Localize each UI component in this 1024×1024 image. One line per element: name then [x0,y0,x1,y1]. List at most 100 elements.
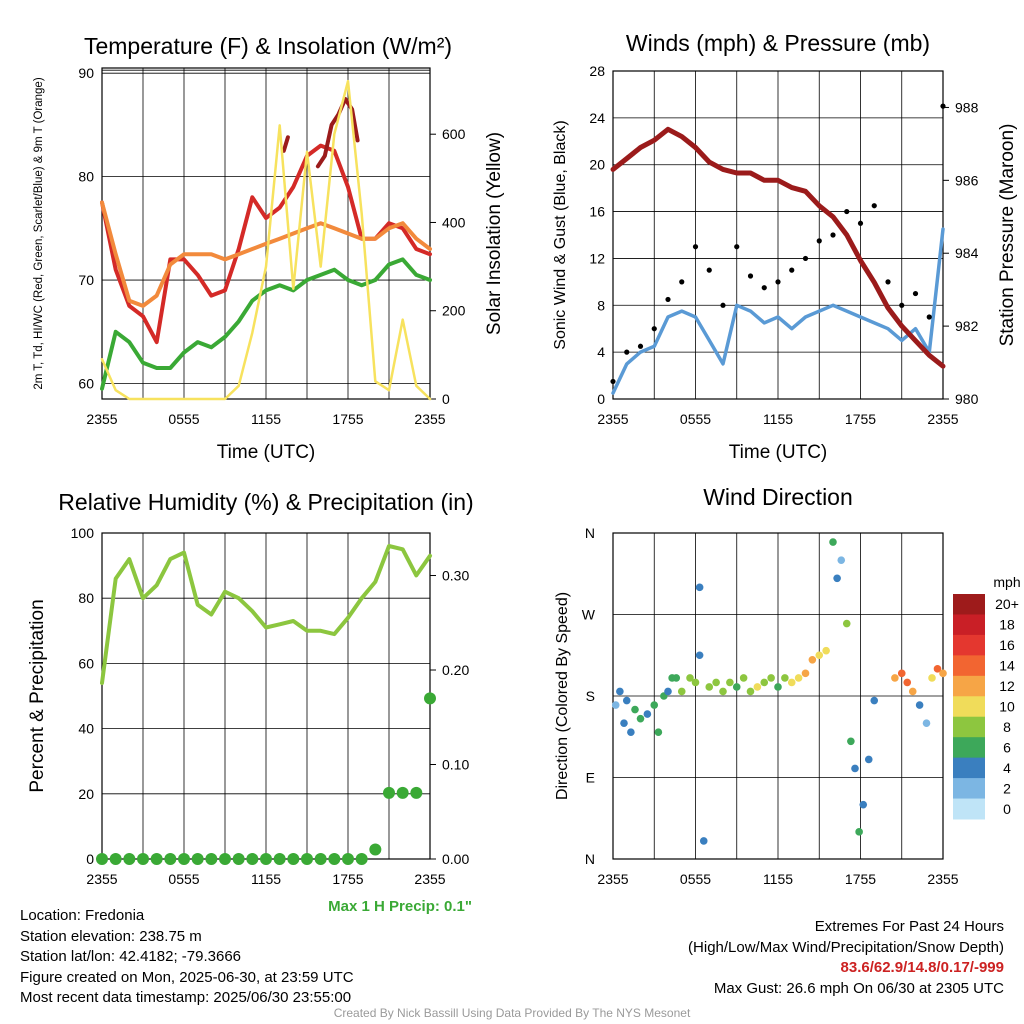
chart-title-winds: Winds (mph) & Pressure (mb) [626,30,930,56]
colorbar-label: 20+ [995,596,1019,612]
y-tick-label: 80 [78,590,94,606]
precip-point [424,692,436,705]
x-tick-label: 2355 [414,411,445,427]
y2-tick-label: 0.30 [442,568,469,584]
y2-tick-label: 0 [442,391,450,407]
y2-axis-label: Station Pressure (Maroon) [997,124,1018,347]
x-tick-label: 2355 [86,871,117,887]
direction-point [781,674,789,682]
direction-point [833,574,841,583]
direction-point [695,651,704,660]
direction-point [855,828,863,836]
direction-point [864,755,873,764]
colorbar-swatch [953,634,985,656]
x-tick-label: 2355 [927,411,958,427]
gust-point [871,203,877,209]
direction-point [712,678,720,687]
extremes-title: Extremes For Past 24 Hours [814,918,1004,935]
y-tick-label: 0 [86,851,94,867]
y-tick-label: 4 [597,344,605,360]
precip-point [396,786,409,799]
precip-point [314,853,327,865]
direction-point [801,669,810,678]
y2-axis-label: Solar Insolation (Yellow) [484,132,505,335]
precip-point [137,853,149,865]
y-axis-label: Sonic Wind & Gust (Blue, Black) [552,120,569,349]
x-tick-label: 1155 [251,411,281,427]
colorbar-title: mph [993,574,1020,590]
elevation-label: Station elevation: 238.75 m [20,927,202,945]
colorbar-swatch [953,614,985,636]
y2-tick-label: 980 [955,391,979,407]
colorbar-label: 16 [999,637,1015,653]
gust-point [885,279,891,285]
y-axis-label: 2m T, Td, HI/WC (Red, Green, Scarlet/Blu… [33,77,45,389]
direction-point [842,619,851,628]
y-tick-label: 80 [78,169,94,185]
extremes-subtitle: (High/Low/Max Wind/Precipitation/Snow De… [688,938,1004,956]
series-line-solar-insolation [100,79,432,401]
gust-point [761,285,767,291]
direction-point [643,710,652,718]
x-tick-label: 0555 [168,411,199,427]
colorbar-label: 2 [1003,780,1011,796]
precip-point [342,853,354,865]
direction-point [686,674,694,682]
colorbar-swatch [953,716,985,738]
colorbar-swatch [953,655,985,677]
direction-point [739,674,748,682]
precip-point [96,853,108,865]
direction-point [627,728,635,737]
y-tick-label: S [586,688,595,704]
y2-tick-label: 988 [955,99,979,115]
x-tick-label: 0555 [680,411,711,427]
precip-point [205,853,218,865]
y2-tick-label: 984 [955,245,979,261]
y-axis-label: Percent & Precipitation [27,599,48,792]
y-tick-label: 40 [78,721,94,737]
y-tick-label: 24 [589,110,605,126]
extremes-info: Extremes For Past 24 Hours (High/Low/Max… [688,917,1004,999]
colorbar-label: 10 [999,699,1015,715]
y-tick-label: 60 [78,375,94,391]
direction-point [753,683,762,691]
direction-point [847,737,855,746]
precip-point [123,853,136,865]
gust-point [679,279,685,285]
max-precip-annotation: Max 1 H Precip: 0.1" [328,898,472,915]
y2-tick-label: 982 [955,318,979,334]
series-line-td [100,257,432,391]
direction-point [746,687,755,696]
gust-point [665,296,671,303]
gust-point [912,290,919,297]
direction-point [808,655,817,664]
precip-point [383,786,395,799]
y-tick-label: 70 [78,272,94,288]
direction-point [719,687,727,696]
gust-point [816,238,822,244]
station-info: Location: Fredonia Station elevation: 23… [20,906,354,1009]
direction-point [928,674,936,682]
x-tick-label: 1155 [251,871,281,887]
direction-point [611,701,620,709]
y-tick-label: 8 [597,297,605,313]
credit-line: Created By Nick Bassill Using Data Provi… [333,1006,691,1020]
y-tick-label: 90 [78,65,94,81]
series-line-hi-wc [281,135,290,153]
precip-point [301,853,313,865]
colorbar-label: 4 [1003,760,1011,776]
y-tick-label: N [585,851,595,867]
x-tick-label: 1755 [845,411,876,427]
gust-point [844,208,850,215]
direction-point [705,683,714,691]
colorbar-label: 6 [1003,739,1011,755]
gust-point [830,232,836,238]
colorbar-swatch [953,798,985,820]
direction-point [908,687,917,696]
gust-point [692,244,699,250]
colorbar-label: 12 [999,678,1015,694]
direction-point [859,800,868,809]
direction-point [620,719,628,727]
x-tick-label: 1755 [845,871,876,887]
